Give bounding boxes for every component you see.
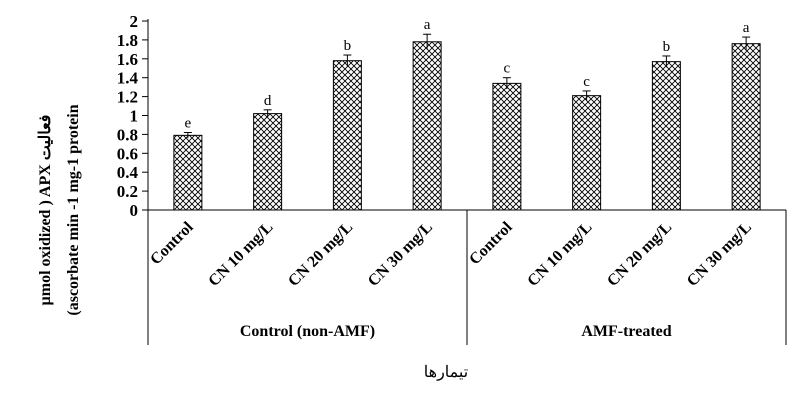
group-label: Control (non-AMF): [240, 323, 375, 340]
significance-letter: e: [185, 116, 192, 132]
y-axis-label: µmol oxidized ) APX فعالیت (ascorbate mi…: [37, 104, 82, 315]
y-tick-label: 0.8: [117, 125, 138, 144]
bar: [572, 95, 602, 211]
y-axis-label-line1: µmol oxidized ) APX فعالیت: [37, 115, 54, 306]
y-axis-label-line2: (ascorbate min -1 mg-1 protein: [65, 104, 82, 315]
significance-letter: c: [583, 74, 590, 90]
bar: [412, 41, 442, 211]
y-tick-label: 1: [130, 107, 139, 126]
category-label: CN 10 mg/L: [205, 219, 276, 290]
bar: [651, 61, 681, 211]
significance-letter: d: [264, 93, 272, 109]
y-tick-label: 1.2: [117, 88, 138, 107]
y-tick-label: 0.2: [117, 182, 138, 201]
category-label: CN 30 mg/L: [365, 219, 436, 290]
y-tick-label: 2: [130, 12, 139, 31]
bar: [253, 113, 283, 211]
category-label: CN 20 mg/L: [604, 219, 675, 290]
significance-letter: c: [504, 61, 511, 77]
significance-letter: b: [663, 39, 671, 55]
plot-area: 00.20.40.60.811.21.41.61.82 e Control d CN 1…: [117, 12, 787, 345]
bar: [332, 60, 362, 211]
y-tick-label: 1.8: [117, 31, 138, 50]
bar: [731, 43, 761, 211]
bar: [492, 82, 522, 211]
y-tick-label: 0.4: [117, 163, 139, 182]
category-label: CN 30 mg/L: [684, 219, 755, 290]
significance-letter: b: [344, 38, 352, 54]
significance-letter: a: [743, 20, 750, 36]
group-label: AMF-treated: [581, 323, 671, 340]
category-label: Control: [466, 218, 516, 268]
significance-letter: a: [424, 17, 431, 33]
y-tick-label: 0.6: [117, 144, 138, 163]
y-tick-label: 0: [130, 201, 139, 220]
bar: [173, 134, 203, 211]
category-label: Control: [147, 218, 197, 268]
category-label: CN 10 mg/L: [524, 219, 595, 290]
y-tick-label: 1.6: [117, 50, 138, 69]
y-tick-label: 1.4: [117, 69, 139, 88]
x-axis-label: تیمارها: [424, 364, 468, 381]
category-label: CN 20 mg/L: [285, 219, 356, 290]
